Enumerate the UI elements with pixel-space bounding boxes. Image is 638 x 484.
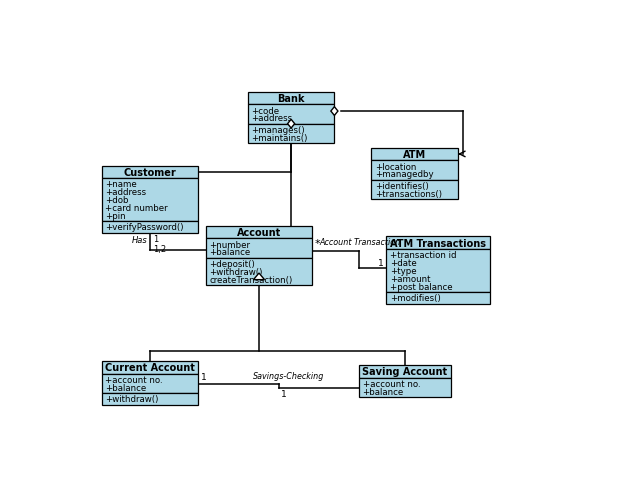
Bar	[359, 378, 450, 397]
Bar	[359, 365, 450, 378]
Text: +code: +code	[251, 106, 279, 115]
Text: +balance: +balance	[209, 248, 251, 257]
Bar	[387, 250, 490, 292]
Text: +transaction id: +transaction id	[390, 251, 456, 260]
Text: Saving Account: Saving Account	[362, 366, 447, 377]
Text: +amount: +amount	[390, 274, 430, 284]
Polygon shape	[288, 120, 295, 129]
Text: +number: +number	[209, 240, 250, 249]
Text: ATM: ATM	[403, 150, 426, 160]
Bar	[102, 222, 198, 233]
Text: ATM Transactions: ATM Transactions	[390, 238, 486, 248]
Bar	[102, 179, 198, 222]
Text: +location: +location	[375, 162, 417, 171]
Bar	[206, 226, 312, 239]
Text: 1: 1	[281, 390, 287, 399]
Bar	[248, 105, 334, 124]
Text: Current Account: Current Account	[105, 363, 195, 372]
Text: +balance: +balance	[362, 387, 404, 396]
Text: +account no.: +account no.	[362, 379, 420, 388]
Text: +withdraw(): +withdraw()	[105, 394, 159, 403]
Text: +dob: +dob	[105, 196, 129, 205]
Text: +address: +address	[251, 114, 292, 123]
Text: Account: Account	[237, 227, 281, 238]
Bar	[102, 166, 198, 179]
Text: +date: +date	[390, 259, 417, 268]
Text: 1: 1	[152, 234, 158, 243]
Bar	[206, 258, 312, 286]
Text: +type: +type	[390, 267, 417, 275]
Bar	[371, 148, 458, 161]
Bar	[371, 181, 458, 200]
Text: +pin: +pin	[105, 212, 126, 220]
Polygon shape	[253, 273, 265, 280]
Text: +manages(): +manages()	[251, 126, 305, 135]
Bar	[102, 361, 198, 374]
Text: createTransaction(): createTransaction()	[209, 275, 293, 284]
Bar	[248, 124, 334, 144]
Text: Account Transaction: Account Transaction	[320, 238, 401, 247]
Bar	[102, 393, 198, 405]
Text: 1: 1	[378, 258, 384, 267]
Text: +account no.: +account no.	[105, 375, 163, 384]
Text: +managedby: +managedby	[375, 170, 434, 179]
Bar	[387, 237, 490, 250]
Text: Has: Has	[132, 235, 148, 244]
Bar	[387, 292, 490, 304]
Bar	[248, 92, 334, 105]
Text: +maintains(): +maintains()	[251, 134, 308, 142]
Text: +post balance: +post balance	[390, 282, 452, 291]
Text: +identifies(): +identifies()	[375, 182, 429, 191]
Text: +name: +name	[105, 180, 137, 189]
Bar	[371, 161, 458, 181]
Text: +deposit(): +deposit()	[209, 259, 255, 269]
Text: +withdraw(): +withdraw()	[209, 267, 263, 276]
Text: +transactions(): +transactions()	[375, 189, 442, 198]
Text: +modifies(): +modifies()	[390, 294, 440, 303]
Bar	[102, 374, 198, 393]
Text: *: *	[315, 239, 320, 248]
Text: Customer: Customer	[124, 167, 177, 178]
Text: 1,2: 1,2	[152, 244, 166, 254]
Text: +verifyPassword(): +verifyPassword()	[105, 223, 184, 232]
Text: +card number: +card number	[105, 204, 168, 212]
Text: Bank: Bank	[278, 94, 305, 104]
Polygon shape	[331, 107, 338, 116]
Text: 1: 1	[201, 372, 207, 381]
Text: +balance: +balance	[105, 383, 147, 392]
Text: +address: +address	[105, 188, 147, 197]
Bar	[206, 239, 312, 258]
Text: Savings-Checking: Savings-Checking	[253, 372, 324, 381]
